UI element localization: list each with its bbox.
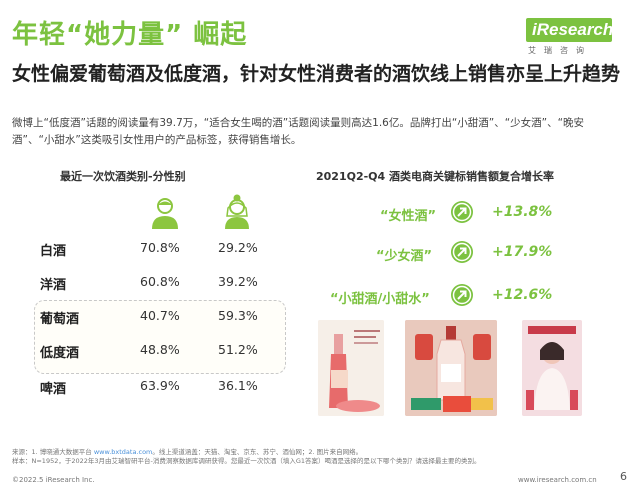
category-label: 白酒 [40,244,67,259]
female-icon [225,194,249,229]
website-link[interactable]: www.iresearch.com.cn [518,476,597,484]
male-icon [152,198,178,229]
category-label: 洋酒 [40,278,67,293]
right-panel-title: 2021Q2-Q4 酒类电商关键标销售额复合增长率 [316,170,555,183]
table-row: 啤酒 63.9% 36.1% [30,370,292,402]
keyword-label: “女性酒” [380,209,437,224]
page-number: 6 [620,470,627,483]
product-image-sparkling-wine [318,320,384,416]
highlight-box [34,300,286,374]
growth-arrow-icon [451,284,473,306]
category-label: 啤酒 [40,382,67,397]
category-label: 低度酒 [40,346,80,361]
growth-arrow-icon [451,241,473,263]
keyword-label: “少女酒” [376,249,433,264]
product-image-rose-wine [522,320,582,416]
table-row: 洋酒 60.8% 39.2% [30,266,292,298]
description: 微博上“低度酒”话题的阅读量有39.7万，“适合女生喝的酒”话题阅读量则高达1.… [12,117,585,146]
growth-arrow-icon [451,201,473,223]
left-panel-title: 最近一次饮酒类别-分性别 [60,170,186,183]
male-value: 40.7% [140,308,180,323]
table-row: 白酒 70.8% 29.2% [30,232,292,264]
logo-subtitle: 艾瑞咨询 [528,46,592,55]
table-row: 低度酒 48.8% 51.2% [30,334,292,366]
sample-note: 样本：N=1952，于2022年3月由艾瑞智研平台-消费洞察数据库调研获得。您最… [12,457,481,465]
growth-value: +13.8% [492,204,553,220]
female-value: 39.2% [218,274,258,289]
male-value: 60.8% [140,274,180,289]
source-link[interactable]: www.bxtdata.com [93,448,153,456]
iresearch-logo: iResearch 艾瑞咨询 [526,18,616,60]
male-value: 48.8% [140,342,180,357]
male-value: 63.9% [140,378,180,393]
source-note: 来源：1. 博晓通大数据平台 www.bxtdata.com。线上渠道涵盖：天猫… [12,448,572,466]
headline: 女性偏爱葡萄酒及低度酒，针对女性消费者的酒饮线上销售亦呈上升趋势 [12,63,621,85]
female-value: 36.1% [218,378,258,393]
male-value: 70.8% [140,240,180,255]
table-row: 葡萄酒 40.7% 59.3% [30,300,292,332]
source-suffix: 。线上渠道涵盖：天猫、淘宝、京东、苏宁、酒仙网；2. 图片来自网络。 [152,448,363,456]
female-value: 29.2% [218,240,258,255]
keyword-label: “小甜酒/小甜水” [330,292,430,307]
logo-text: iResearch [532,20,614,39]
growth-value: +12.6% [492,287,553,303]
copyright: ©2022.5 iResearch Inc. [12,476,95,484]
source-prefix: 来源：1. 博晓通大数据平台 [12,448,94,456]
female-value: 51.2% [218,342,258,357]
growth-value: +17.9% [492,244,553,260]
page-title: 年轻“她力量” 崛起 [12,20,248,50]
category-label: 葡萄酒 [40,312,80,327]
female-value: 59.3% [218,308,258,323]
product-image-sake [405,320,497,416]
